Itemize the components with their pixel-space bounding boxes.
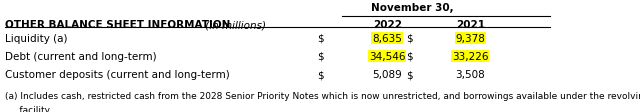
- Text: $: $: [317, 34, 323, 43]
- Text: 34,546: 34,546: [369, 52, 406, 61]
- Text: 3,508: 3,508: [456, 69, 485, 79]
- Text: facility: facility: [5, 105, 50, 112]
- Text: 5,089: 5,089: [372, 69, 402, 79]
- Text: OTHER BALANCE SHEET INFORMATION: OTHER BALANCE SHEET INFORMATION: [5, 20, 230, 30]
- Text: $: $: [406, 34, 413, 43]
- Text: 2022: 2022: [372, 20, 402, 30]
- Text: $: $: [317, 52, 323, 61]
- Text: $: $: [317, 69, 323, 79]
- Text: $: $: [406, 69, 413, 79]
- Text: $: $: [406, 52, 413, 61]
- Text: Debt (current and long-term): Debt (current and long-term): [5, 52, 157, 61]
- Text: (in millions): (in millions): [202, 20, 266, 30]
- Text: November 30,: November 30,: [371, 3, 454, 13]
- Text: (a) Includes cash, restricted cash from the 2028 Senior Priority Notes which is : (a) Includes cash, restricted cash from …: [5, 91, 640, 100]
- Text: 2021: 2021: [456, 20, 485, 30]
- Text: 9,378: 9,378: [456, 34, 485, 43]
- Text: 8,635: 8,635: [372, 34, 402, 43]
- Text: Customer deposits (current and long-term): Customer deposits (current and long-term…: [5, 69, 230, 79]
- Text: 33,226: 33,226: [452, 52, 489, 61]
- Text: Liquidity (a): Liquidity (a): [5, 34, 68, 43]
